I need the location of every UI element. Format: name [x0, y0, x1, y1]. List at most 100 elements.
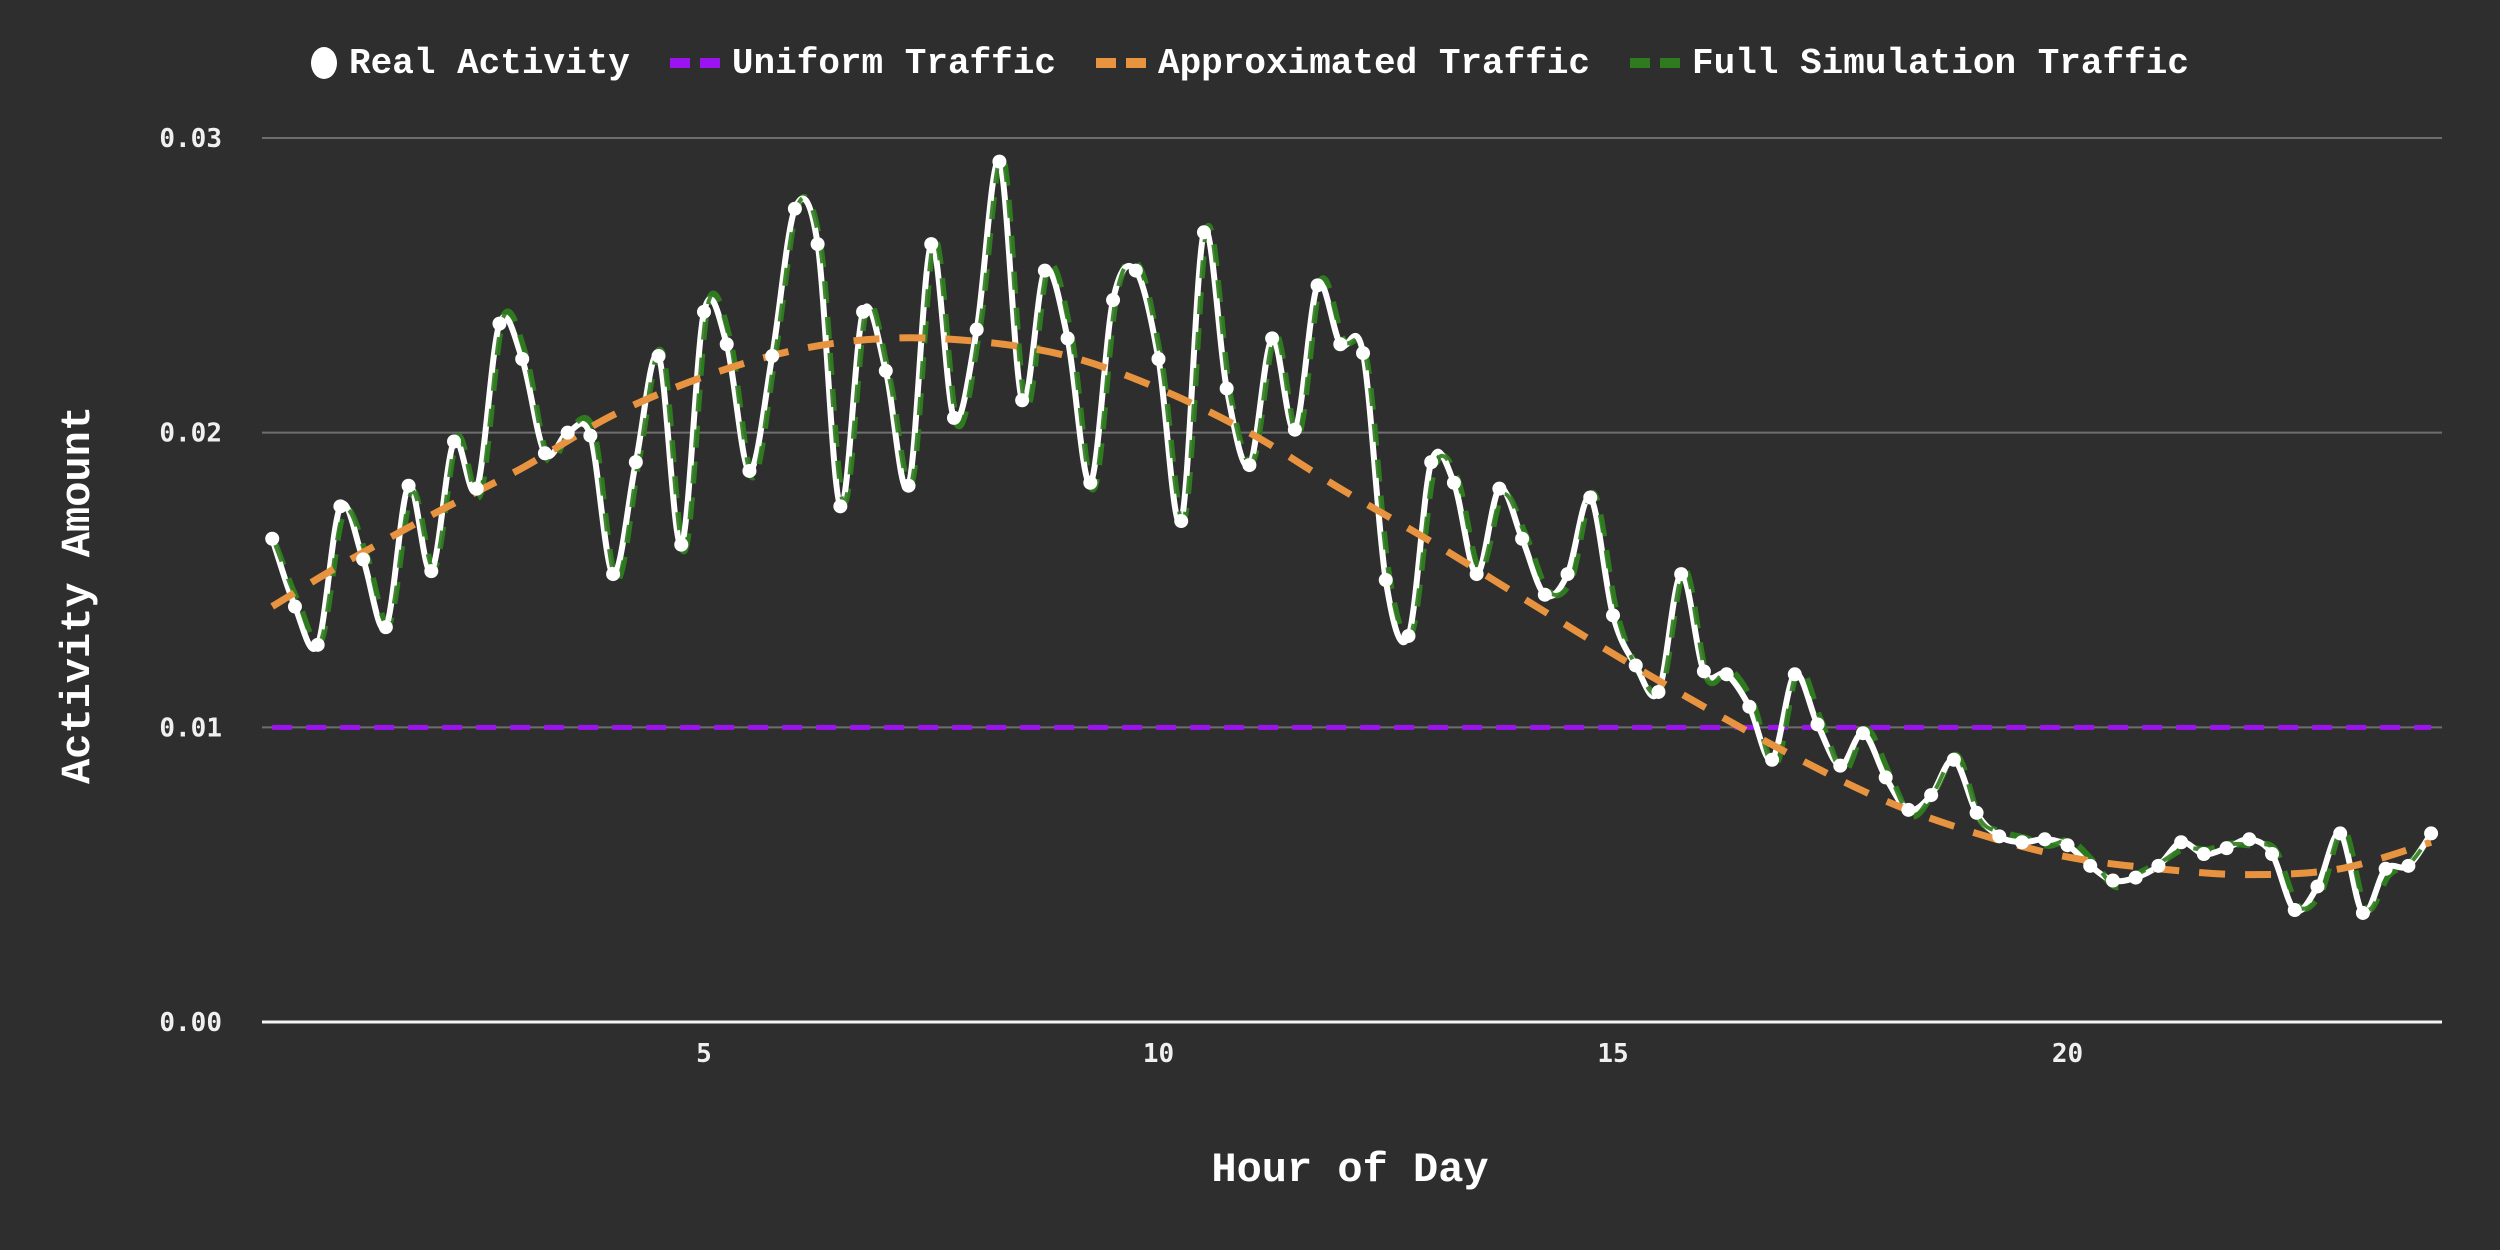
real-activity-point[interactable]: [2196, 847, 2211, 862]
real-activity-point[interactable]: [2378, 861, 2393, 876]
real-activity-point[interactable]: [1424, 455, 1439, 470]
real-activity-point[interactable]: [2310, 879, 2325, 894]
real-activity-point[interactable]: [1515, 531, 1530, 546]
real-activity-point[interactable]: [787, 201, 802, 216]
real-activity-point[interactable]: [1492, 481, 1507, 496]
real-activity-point[interactable]: [1560, 567, 1575, 582]
real-activity-point[interactable]: [1719, 667, 1734, 682]
real-activity-point[interactable]: [1310, 278, 1325, 293]
real-activity-point[interactable]: [1196, 225, 1211, 240]
real-activity-point[interactable]: [1674, 567, 1689, 582]
real-activity-point[interactable]: [856, 304, 871, 319]
real-activity-point[interactable]: [378, 620, 393, 635]
real-activity-point[interactable]: [356, 552, 371, 567]
real-activity-point[interactable]: [1378, 572, 1393, 587]
real-activity-point[interactable]: [1356, 346, 1371, 361]
legend-item-real-activity[interactable]: Real Activity: [311, 43, 630, 84]
real-activity-point[interactable]: [265, 531, 280, 546]
real-activity-point[interactable]: [946, 410, 961, 425]
real-activity-point[interactable]: [1924, 788, 1939, 803]
real-activity-point[interactable]: [1765, 752, 1780, 767]
real-activity-point[interactable]: [1901, 802, 1916, 817]
real-activity-point[interactable]: [810, 237, 825, 252]
real-activity-point[interactable]: [2060, 838, 2075, 853]
real-activity-point[interactable]: [1969, 805, 1984, 820]
real-activity-point[interactable]: [606, 567, 621, 582]
real-activity-point[interactable]: [401, 478, 416, 493]
real-activity-point[interactable]: [583, 428, 598, 443]
real-activity-point[interactable]: [1151, 351, 1166, 366]
real-activity-point[interactable]: [2151, 858, 2166, 873]
legend-item-full-simulation-traffic[interactable]: Full Simulation Traffic: [1630, 43, 2189, 84]
real-activity-point[interactable]: [878, 363, 893, 378]
real-activity-point[interactable]: [2105, 873, 2120, 888]
real-activity-point[interactable]: [1537, 587, 1552, 602]
real-activity-point[interactable]: [719, 337, 734, 352]
legend-item-uniform-traffic[interactable]: Uniform Traffic: [669, 43, 1056, 84]
real-activity-point[interactable]: [447, 434, 462, 449]
real-activity-point[interactable]: [2037, 832, 2052, 847]
real-activity-point[interactable]: [2219, 841, 2234, 856]
real-activity-point[interactable]: [2287, 903, 2302, 918]
real-activity-point[interactable]: [924, 237, 939, 252]
real-activity-point[interactable]: [1174, 514, 1189, 529]
real-activity-point[interactable]: [1855, 726, 1870, 741]
real-activity-point[interactable]: [1083, 475, 1098, 490]
real-activity-point[interactable]: [2174, 835, 2189, 850]
real-activity-point[interactable]: [651, 349, 666, 364]
real-activity-point[interactable]: [2242, 832, 2257, 847]
real-activity-point[interactable]: [628, 455, 643, 470]
real-activity-point[interactable]: [469, 481, 484, 496]
real-activity-point[interactable]: [2355, 905, 2370, 920]
real-activity-point[interactable]: [1583, 490, 1598, 505]
real-activity-point[interactable]: [492, 316, 507, 331]
real-activity-point[interactable]: [1606, 608, 1620, 623]
real-activity-point[interactable]: [1037, 263, 1052, 278]
real-activity-point[interactable]: [1810, 717, 1825, 732]
real-activity-point[interactable]: [515, 351, 530, 366]
real-activity-point[interactable]: [992, 154, 1007, 169]
real-activity-point[interactable]: [1628, 658, 1643, 673]
real-activity-point[interactable]: [1060, 331, 1075, 346]
real-activity-point[interactable]: [1015, 393, 1030, 408]
real-activity-point[interactable]: [1992, 829, 2007, 844]
real-activity-point[interactable]: [2128, 870, 2143, 885]
real-activity-point[interactable]: [1401, 628, 1416, 643]
real-activity-point[interactable]: [287, 599, 302, 614]
real-activity-point[interactable]: [742, 463, 757, 478]
real-activity-point[interactable]: [1787, 667, 1802, 682]
real-activity-point[interactable]: [1265, 331, 1280, 346]
real-activity-point[interactable]: [765, 349, 780, 364]
real-activity-point[interactable]: [697, 304, 711, 319]
legend-item-approximated-traffic[interactable]: Approximated Traffic: [1095, 43, 1590, 84]
real-activity-point[interactable]: [2424, 826, 2439, 841]
real-activity-point[interactable]: [424, 564, 439, 579]
real-activity-point[interactable]: [1946, 752, 1961, 767]
real-activity-point[interactable]: [2401, 858, 2416, 873]
real-activity-point[interactable]: [2083, 858, 2098, 873]
real-activity-point[interactable]: [969, 322, 984, 337]
real-activity-point[interactable]: [1696, 664, 1711, 679]
real-activity-point[interactable]: [833, 499, 848, 514]
real-activity-point[interactable]: [2015, 835, 2030, 850]
real-activity-point[interactable]: [2333, 826, 2348, 841]
real-activity-point[interactable]: [537, 446, 552, 461]
real-activity-point[interactable]: [333, 499, 348, 514]
real-activity-point[interactable]: [1651, 684, 1666, 699]
real-activity-point[interactable]: [1446, 475, 1461, 490]
real-activity-point[interactable]: [2265, 847, 2280, 862]
real-activity-point[interactable]: [1878, 770, 1893, 785]
real-activity-point[interactable]: [1242, 458, 1257, 473]
real-activity-point[interactable]: [1106, 293, 1121, 308]
real-activity-point[interactable]: [1219, 381, 1234, 396]
real-activity-point[interactable]: [1742, 699, 1757, 714]
real-activity-point[interactable]: [1833, 758, 1848, 773]
real-activity-point[interactable]: [560, 425, 575, 440]
real-activity-point[interactable]: [1333, 337, 1348, 352]
real-activity-point[interactable]: [1128, 263, 1143, 278]
real-activity-point[interactable]: [310, 637, 325, 652]
real-activity-point[interactable]: [674, 537, 689, 552]
real-activity-point[interactable]: [1469, 567, 1484, 582]
real-activity-point[interactable]: [901, 478, 916, 493]
real-activity-point[interactable]: [1287, 422, 1302, 437]
